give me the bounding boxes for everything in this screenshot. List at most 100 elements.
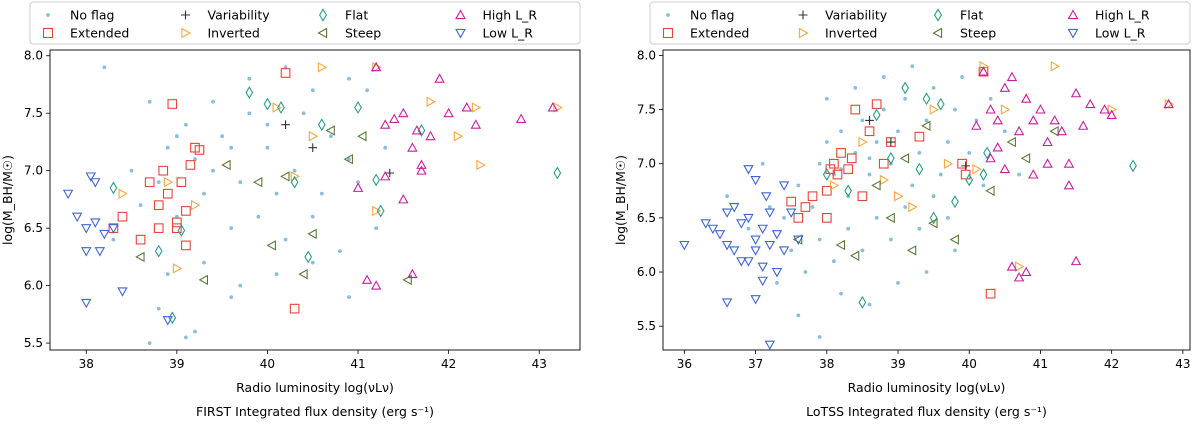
triangle-up-icon — [1067, 9, 1079, 20]
y-tick-label: 8.0 — [637, 48, 656, 62]
data-point — [281, 120, 290, 130]
data-point — [679, 240, 690, 251]
data-point — [782, 215, 786, 220]
data-point — [786, 196, 797, 207]
data-point — [796, 313, 801, 318]
data-point — [319, 191, 324, 196]
data-point — [858, 295, 867, 309]
legend-label: Variability — [825, 8, 888, 23]
legend: No flag Extended Variability Inverted Flat St… — [649, 1, 1191, 45]
data-point — [376, 204, 385, 218]
legend-item: High L_R — [455, 8, 537, 23]
data-point — [162, 316, 174, 326]
x-tick-label: 37 — [748, 357, 763, 371]
legend-label: Low L_R — [483, 26, 534, 41]
data-point — [416, 159, 427, 169]
data-point — [853, 86, 858, 90]
series-no-flag — [725, 64, 1021, 339]
data-point — [887, 151, 895, 165]
data-point — [810, 205, 815, 209]
data-point — [874, 140, 879, 144]
legend-label: Extended — [70, 26, 129, 41]
data-point — [822, 168, 831, 181]
data-point — [202, 191, 206, 196]
data-point — [144, 177, 155, 188]
legend-label: High L_R — [1095, 8, 1150, 23]
data-point — [953, 248, 957, 253]
x-axis-label: Radio luminosity log(νLν) — [236, 380, 394, 395]
data-point — [310, 214, 315, 219]
data-point — [821, 213, 832, 223]
data-point — [978, 66, 989, 76]
data-point — [929, 104, 940, 115]
data-point — [372, 62, 382, 73]
data-point — [280, 68, 291, 78]
legend-frame — [29, 1, 581, 45]
series-steep — [135, 125, 412, 286]
data-point — [328, 134, 333, 139]
data-point — [190, 199, 201, 211]
data-point — [796, 183, 801, 188]
data-point — [858, 136, 868, 148]
data-point — [903, 96, 908, 101]
triangle-down-icon — [455, 28, 466, 39]
data-point — [757, 276, 768, 287]
data-point — [865, 116, 874, 125]
data-point — [1002, 129, 1007, 134]
data-point — [899, 153, 910, 164]
legend-item: No flag — [46, 8, 114, 23]
data-point — [943, 158, 954, 169]
data-point — [728, 246, 740, 256]
data-point — [453, 130, 464, 142]
data-point — [470, 119, 482, 129]
legend-label: Steep — [345, 26, 381, 41]
data-point — [960, 75, 965, 79]
data-point — [985, 152, 996, 163]
data-point — [750, 175, 761, 186]
data-point — [953, 107, 957, 112]
data-point — [736, 257, 747, 267]
data-point — [181, 240, 191, 251]
data-point — [1017, 172, 1021, 177]
y-tick-label: 6.5 — [637, 211, 656, 225]
data-point — [757, 224, 768, 235]
legend-label: Extended — [690, 26, 749, 41]
series-no-flag — [102, 65, 388, 346]
data-point — [354, 101, 362, 114]
data-point — [165, 272, 170, 277]
data-point — [389, 113, 400, 123]
series-flat — [109, 86, 562, 325]
data-point — [981, 183, 986, 188]
data-point — [972, 163, 982, 175]
legend-item: No flag — [666, 8, 734, 23]
data-point — [921, 120, 931, 132]
data-point — [461, 102, 472, 112]
data-point — [881, 75, 886, 79]
data-point — [553, 166, 562, 180]
data-point — [220, 134, 225, 139]
series-high-l-r — [971, 66, 1174, 282]
data-point — [915, 162, 924, 176]
data-point — [117, 287, 128, 297]
data-point — [118, 188, 128, 199]
data-point — [860, 248, 865, 253]
data-point — [81, 247, 92, 257]
triangle-right-icon — [181, 27, 192, 39]
data-point — [928, 218, 938, 229]
series-low-l-r — [679, 165, 804, 351]
y-tick-label: 6.5 — [24, 221, 43, 235]
data-point — [99, 229, 110, 240]
data-point — [292, 168, 297, 173]
data-point — [325, 125, 335, 136]
data-point — [839, 291, 843, 296]
data-point — [910, 64, 915, 69]
data-point — [181, 206, 191, 216]
data-point — [878, 158, 889, 169]
data-point — [844, 184, 853, 198]
data-point — [304, 250, 313, 264]
series-extended — [786, 66, 996, 299]
data-point — [289, 303, 300, 314]
data-point — [886, 137, 896, 147]
data-point — [198, 274, 209, 286]
